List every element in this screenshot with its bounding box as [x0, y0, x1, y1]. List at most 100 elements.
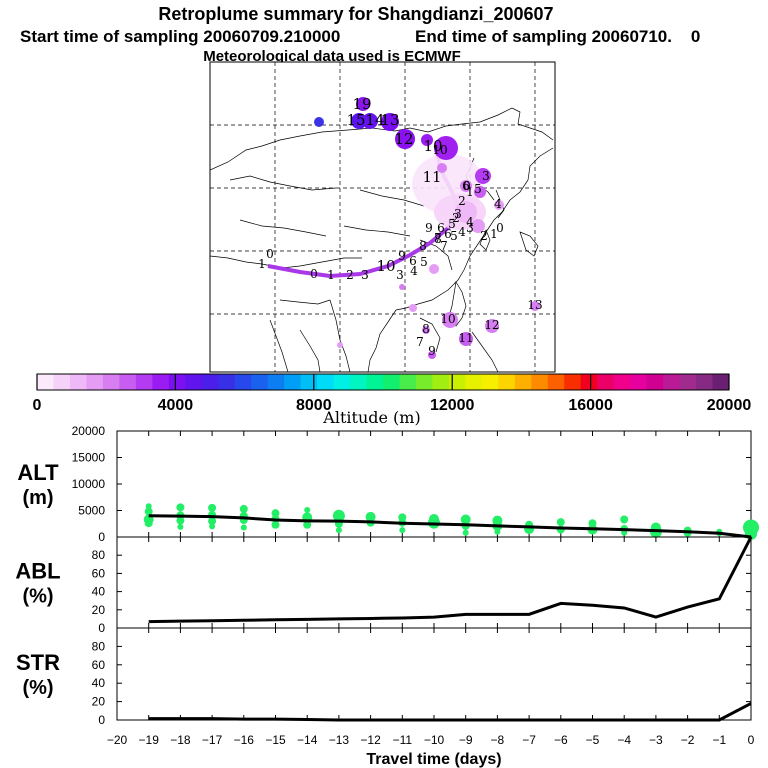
panel-ylabel: ABL: [15, 559, 60, 584]
plume-label: 7: [416, 335, 424, 349]
colorbar-cell: [432, 374, 450, 390]
colorbar-cell: [415, 374, 433, 390]
plume-label: 6: [444, 227, 452, 241]
altitude-colorbar: 0 4000 8000 12000 16000 20000 Altitude (m): [33, 373, 752, 427]
colorbar-cell: [613, 374, 631, 390]
colorbar-cell: [218, 374, 236, 390]
plume-label: 14: [365, 111, 384, 129]
colorbar-cell: [630, 374, 648, 390]
colorbar-cell: [185, 374, 203, 390]
scatter-point: [621, 529, 628, 536]
time-series-panels: 05000100001500020000ALT(m)020406080ABL(%…: [15, 424, 759, 768]
start-time-label: Start time of sampling 20060709.210000: [20, 27, 340, 46]
plume-label: 0: [266, 247, 274, 261]
y-tick-label: 15000: [72, 451, 106, 465]
scatter-point: [556, 518, 565, 527]
scatter-point: [462, 529, 469, 536]
colorbar-cell: [547, 374, 565, 390]
plume-label: 6: [409, 254, 417, 268]
scatter-point: [399, 527, 406, 534]
x-tick-label: −17: [202, 733, 223, 747]
colorbar-cell: [465, 374, 483, 390]
colorbar-cell: [646, 374, 664, 390]
y-tick-label: 40: [92, 585, 106, 599]
colorbar-cell: [663, 374, 681, 390]
plume-label: 3: [482, 169, 490, 183]
x-tick-label: −5: [586, 733, 600, 747]
colorbar-cell: [69, 374, 87, 390]
y-tick-label: 60: [92, 658, 106, 672]
y-tick-label: 0: [98, 713, 105, 727]
y-tick-label: 10000: [72, 477, 106, 491]
colorbar-cell: [597, 374, 615, 390]
plume-label: 10: [440, 312, 455, 326]
x-tick-label: −13: [329, 733, 350, 747]
colorbar-cell: [399, 374, 417, 390]
plume-label: 10: [376, 257, 395, 275]
scatter-point: [208, 517, 217, 526]
x-tick-label: −9: [459, 733, 473, 747]
colorbar-cell: [580, 374, 598, 390]
y-tick-label: 5000: [78, 504, 105, 518]
x-tick-label: −12: [360, 733, 381, 747]
plume-label: 10: [432, 143, 447, 157]
map-frame: [209, 61, 556, 373]
plume-label: 7: [440, 239, 448, 253]
plume-label: 7: [434, 231, 442, 245]
plume-label: 5: [474, 182, 482, 196]
y-tick-label: 40: [92, 676, 106, 690]
scatter-point: [144, 519, 153, 528]
scatter-point: [332, 509, 345, 522]
panel-ylabel: STR: [16, 650, 60, 675]
scatter-point: [208, 503, 217, 512]
scatter-point: [144, 507, 153, 516]
panel-ylabel: ALT: [17, 460, 59, 485]
x-tick-label: −7: [522, 733, 536, 747]
colorbar-cell: [679, 374, 697, 390]
y-tick-label: 0: [98, 530, 105, 544]
scatter-point: [460, 514, 471, 525]
colorbar-cell: [53, 374, 71, 390]
x-tick-label: −20: [107, 733, 128, 747]
colorbar-cell: [350, 374, 368, 390]
colorbar-cell: [102, 374, 120, 390]
colorbar-tick-label: 20000: [707, 397, 752, 414]
y-tick-label: 20000: [72, 424, 106, 438]
plume-label: 2: [458, 194, 466, 208]
scatter-point: [240, 524, 247, 531]
x-tick-label: −3: [649, 733, 663, 747]
scatter-point: [494, 528, 501, 535]
plume-label: 3: [396, 268, 404, 282]
x-tick-label: −14: [297, 733, 318, 747]
plume-label: 1: [490, 227, 498, 241]
x-tick-label: −18: [170, 733, 191, 747]
plume-label: 0: [310, 267, 318, 281]
plume-label: 4: [494, 197, 502, 211]
plume-label: 0: [463, 179, 471, 193]
plume-label: 8: [434, 232, 442, 246]
figure-title: Retroplume summary for Shangdianzi_20060…: [158, 4, 553, 24]
plume-label: 4: [466, 215, 474, 229]
scatter-point: [239, 504, 248, 513]
colorbar-cell: [564, 374, 582, 390]
colorbar-cell: [317, 374, 335, 390]
plume-label: 5: [450, 229, 458, 243]
plume-label: 9: [398, 249, 406, 263]
y-tick-label: 0: [98, 621, 105, 635]
colorbar-cell: [251, 374, 269, 390]
scatter-point: [303, 520, 312, 529]
series-line-abl: [148, 536, 753, 624]
plume-label: 2: [346, 268, 354, 282]
colorbar-cell: [514, 374, 532, 390]
plume-label: 0: [496, 221, 504, 235]
scatter-point: [177, 523, 184, 530]
panel-frame: [116, 536, 752, 629]
plume-label: 5: [448, 217, 456, 231]
colorbar-tick-label: 16000: [568, 397, 613, 414]
panel-ylabel: (%): [22, 586, 53, 608]
scatter-point: [176, 503, 185, 512]
plume-label: 3: [466, 221, 474, 235]
scatter-point: [365, 511, 376, 522]
